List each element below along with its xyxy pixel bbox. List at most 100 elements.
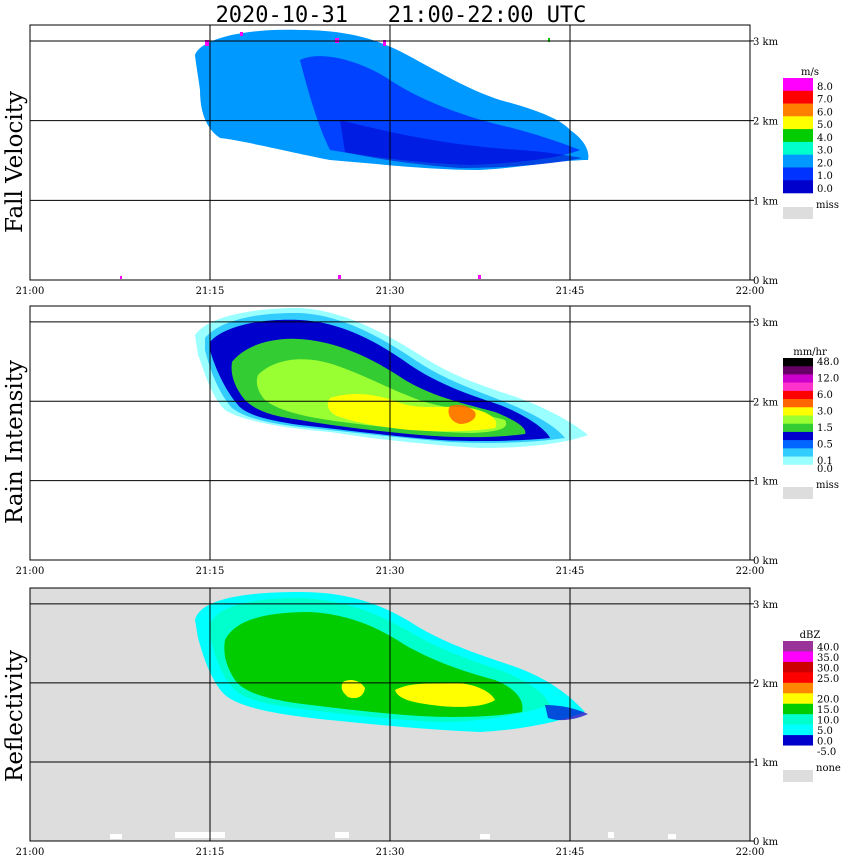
x-tick-label: 21:45 [556, 286, 585, 297]
panel-fall-velocity: Fall Velocity 21:00 21:15 21:30 21:45 22:00 … [2, 24, 839, 297]
colorbar-label: 5.0 [817, 726, 833, 737]
grid-rain-intensity [30, 306, 750, 560]
x-tick-label: 21:00 [16, 847, 45, 858]
outlier-speck [548, 38, 550, 42]
surface-clutter [175, 832, 225, 838]
colorbar-swatch [783, 154, 813, 168]
colorbar-label: 15.0 [817, 705, 839, 716]
echo-field-fall-velocity [120, 29, 589, 279]
echo-band-20-b [341, 680, 365, 699]
colorbar-swatch [783, 661, 813, 673]
colorbar-missing-label: miss [816, 480, 839, 491]
y-tick-label: 1 km [753, 477, 779, 488]
colorbar-label: 3.0 [817, 146, 833, 157]
colorbar-swatch [783, 374, 813, 383]
grid-fall-velocity [30, 25, 750, 280]
colorbar-label: 35.0 [817, 653, 839, 664]
surface-clutter [335, 832, 349, 838]
y-tick-label: 2 km [753, 117, 779, 128]
x-tick-label: 21:45 [556, 566, 585, 577]
surface-clutter [668, 834, 676, 839]
colorbar-swatch [783, 103, 813, 117]
x-tick-label: 21:15 [196, 847, 225, 858]
colorbar-label: 1.5 [817, 423, 833, 434]
colorbar-label: 2.0 [817, 158, 833, 169]
colorbar-swatch [783, 440, 813, 449]
colorbar-label: 30.0 [817, 663, 839, 674]
x-tick-label: 21:15 [196, 286, 225, 297]
colorbar-label: 0.0 [817, 737, 833, 748]
plot-frame [29, 305, 751, 561]
x-tick-label: 21:30 [376, 566, 405, 577]
colorbar-label: 8.0 [817, 82, 833, 93]
y-tick-label: 3 km [753, 600, 779, 611]
colorbar-missing-swatch [783, 487, 813, 499]
colorbar-missing-label: none [816, 763, 841, 774]
colorbar-label: 1.0 [817, 171, 833, 182]
colorbar-swatch [783, 116, 813, 130]
colorbar-swatch [783, 724, 813, 736]
y-tick-label: 0 km [753, 556, 779, 567]
colorbar-label: 6.0 [817, 390, 833, 401]
colorbar-swatch [783, 423, 813, 433]
x-tick-label: 21:00 [16, 286, 45, 297]
colorbar-swatch [783, 407, 813, 416]
x-tick-label: 22:00 [736, 847, 765, 858]
colorbar-swatch [783, 456, 813, 466]
colorbar-label: 0.0 [817, 464, 833, 475]
y-tick-label: 3 km [753, 318, 779, 329]
echo-band-6.0 [448, 404, 476, 424]
panel-reflectivity: Reflectivity 21:00 21:15 21:30 21:45 22:00 0… [2, 587, 841, 858]
outlier-speck [383, 40, 386, 46]
colorbar-missing-swatch [783, 207, 813, 219]
colorbar-swatch [783, 464, 813, 474]
colorbar-swatch [783, 703, 813, 715]
colorbar-label: 6.0 [817, 107, 833, 118]
y-tick-label: 0 km [753, 837, 779, 848]
colorbar-swatch [783, 651, 813, 663]
outlier-speck [478, 275, 481, 279]
colorbar-label: 10.0 [817, 716, 839, 727]
y-tick-label: 1 km [753, 758, 779, 769]
colorbar-label: 4.0 [817, 133, 833, 144]
x-tick-label: 21:00 [16, 566, 45, 577]
x-tick-label: 21:30 [376, 847, 405, 858]
colorbar-unit: mm/hr [793, 347, 827, 358]
ylabel-reflectivity: Reflectivity [2, 650, 28, 782]
colorbar-label: 20.0 [817, 695, 839, 706]
x-tick-label: 21:30 [376, 286, 405, 297]
panel-rain-intensity: Rain Intensity 21:00 21:15 21:30 21:45 22:00… [2, 305, 839, 577]
y-tick-label: 0 km [753, 276, 779, 287]
y-tick-label: 1 km [753, 196, 779, 207]
echo-field-rain-intensity [195, 308, 588, 448]
outlier-speck [240, 32, 243, 36]
y-tick-label: 2 km [753, 679, 779, 690]
colorbar-label: 0.5 [817, 439, 833, 450]
x-tick-label: 22:00 [736, 286, 765, 297]
echo-band-20-a [395, 682, 495, 707]
echo-fringe-low [545, 705, 588, 721]
y-tick-label: 2 km [753, 397, 779, 408]
plot-frame [29, 587, 751, 842]
colorbar-label: 3.0 [817, 407, 833, 418]
outlier-speck [205, 40, 209, 46]
colorbar-swatch [783, 366, 813, 375]
x-tick-label: 22:00 [736, 566, 765, 577]
colorbar-label: 0.0 [817, 184, 833, 195]
echo-band-3.0 [327, 393, 497, 432]
plot-frame [29, 24, 751, 281]
colorbar-swatch [783, 141, 813, 155]
colorbar-swatch [783, 672, 813, 684]
echo-fringe [340, 120, 582, 168]
colorbar-swatch [783, 382, 813, 392]
colorbar-swatch [783, 415, 813, 425]
y-tick-label: 3 km [753, 37, 779, 48]
colorbar-swatch [783, 129, 813, 143]
colorbar-swatch [783, 714, 813, 725]
x-tick-label: 21:15 [196, 566, 225, 577]
colorbar-swatch [783, 390, 813, 400]
colorbar-swatch [783, 431, 813, 441]
